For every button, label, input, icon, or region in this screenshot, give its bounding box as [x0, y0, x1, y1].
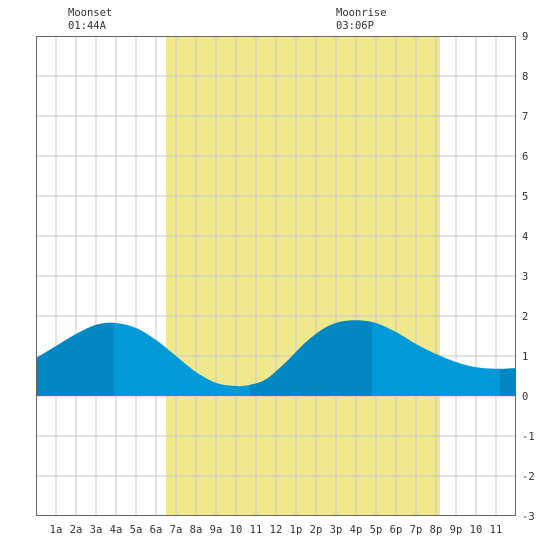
y-tick-label: -2: [522, 471, 535, 483]
x-tick-label: 7p: [410, 524, 423, 536]
y-tick-label: 6: [522, 151, 528, 163]
x-tick-label: 3a: [90, 524, 103, 536]
x-tick-label: 12: [270, 524, 283, 536]
moonset-label: Moonset: [68, 7, 112, 19]
y-tick-label: 1: [522, 351, 528, 363]
y-tick-label: 8: [522, 71, 528, 83]
plot-frame: [36, 36, 516, 516]
x-tick-label: 9a: [210, 524, 223, 536]
y-tick-label: 2: [522, 311, 528, 323]
y-tick-label: 5: [522, 191, 528, 203]
rising-tide-area: [250, 320, 372, 396]
falling-tide-area: [114, 322, 250, 396]
x-tick-label: 10: [470, 524, 483, 536]
y-tick-label: 0: [522, 391, 528, 403]
x-tick-label: 11: [490, 524, 503, 536]
y-tick-label: -3: [522, 511, 535, 523]
moonset-time: 01:44A: [68, 20, 107, 32]
x-tick-label: 6p: [390, 524, 403, 536]
x-tick-label: 4p: [350, 524, 363, 536]
y-tick-label: 3: [522, 271, 528, 283]
x-tick-label: 6a: [150, 524, 163, 536]
x-tick-label: 4a: [110, 524, 123, 536]
falling-tide-area: [372, 322, 500, 396]
x-tick-label: 1a: [50, 524, 63, 536]
y-tick-label: -1: [522, 431, 535, 443]
y-tick-label: 9: [522, 31, 528, 43]
x-tick-label: 8p: [430, 524, 443, 536]
y-tick-label: 4: [522, 231, 528, 243]
x-tick-label: 10: [230, 524, 243, 536]
x-tick-label: 11: [250, 524, 263, 536]
rising-tide-area: [36, 322, 114, 396]
y-tick-label: 7: [522, 111, 528, 123]
x-tick-label: 2p: [310, 524, 323, 536]
x-tick-label: 3p: [330, 524, 343, 536]
moonrise-label: Moonrise: [336, 7, 387, 19]
x-tick-label: 9p: [450, 524, 463, 536]
moonrise-time: 03:06P: [336, 20, 374, 32]
rising-tide-area: [500, 368, 516, 396]
x-tick-label: 5a: [130, 524, 143, 536]
x-tick-label: 2a: [70, 524, 83, 536]
x-tick-label: 8a: [190, 524, 203, 536]
x-tick-label: 1p: [290, 524, 303, 536]
x-tick-label: 5p: [370, 524, 383, 536]
x-tick-label: 7a: [170, 524, 183, 536]
